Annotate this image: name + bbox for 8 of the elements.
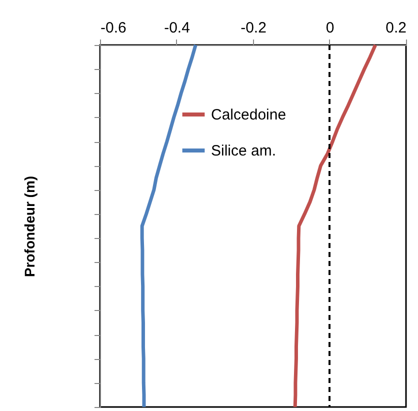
x-tick-label: 0.2 <box>386 20 406 36</box>
legend-label: Calcedoine <box>211 106 286 124</box>
x-tick-label: -0.2 <box>240 20 266 36</box>
y-axis-title: Profondeur (m) <box>22 176 38 278</box>
x-tick-label: -0.6 <box>100 20 126 36</box>
legend-label: Silice am. <box>211 142 276 160</box>
x-tick-label: -0.4 <box>164 20 190 36</box>
x-tick-label: 0 <box>326 20 334 36</box>
